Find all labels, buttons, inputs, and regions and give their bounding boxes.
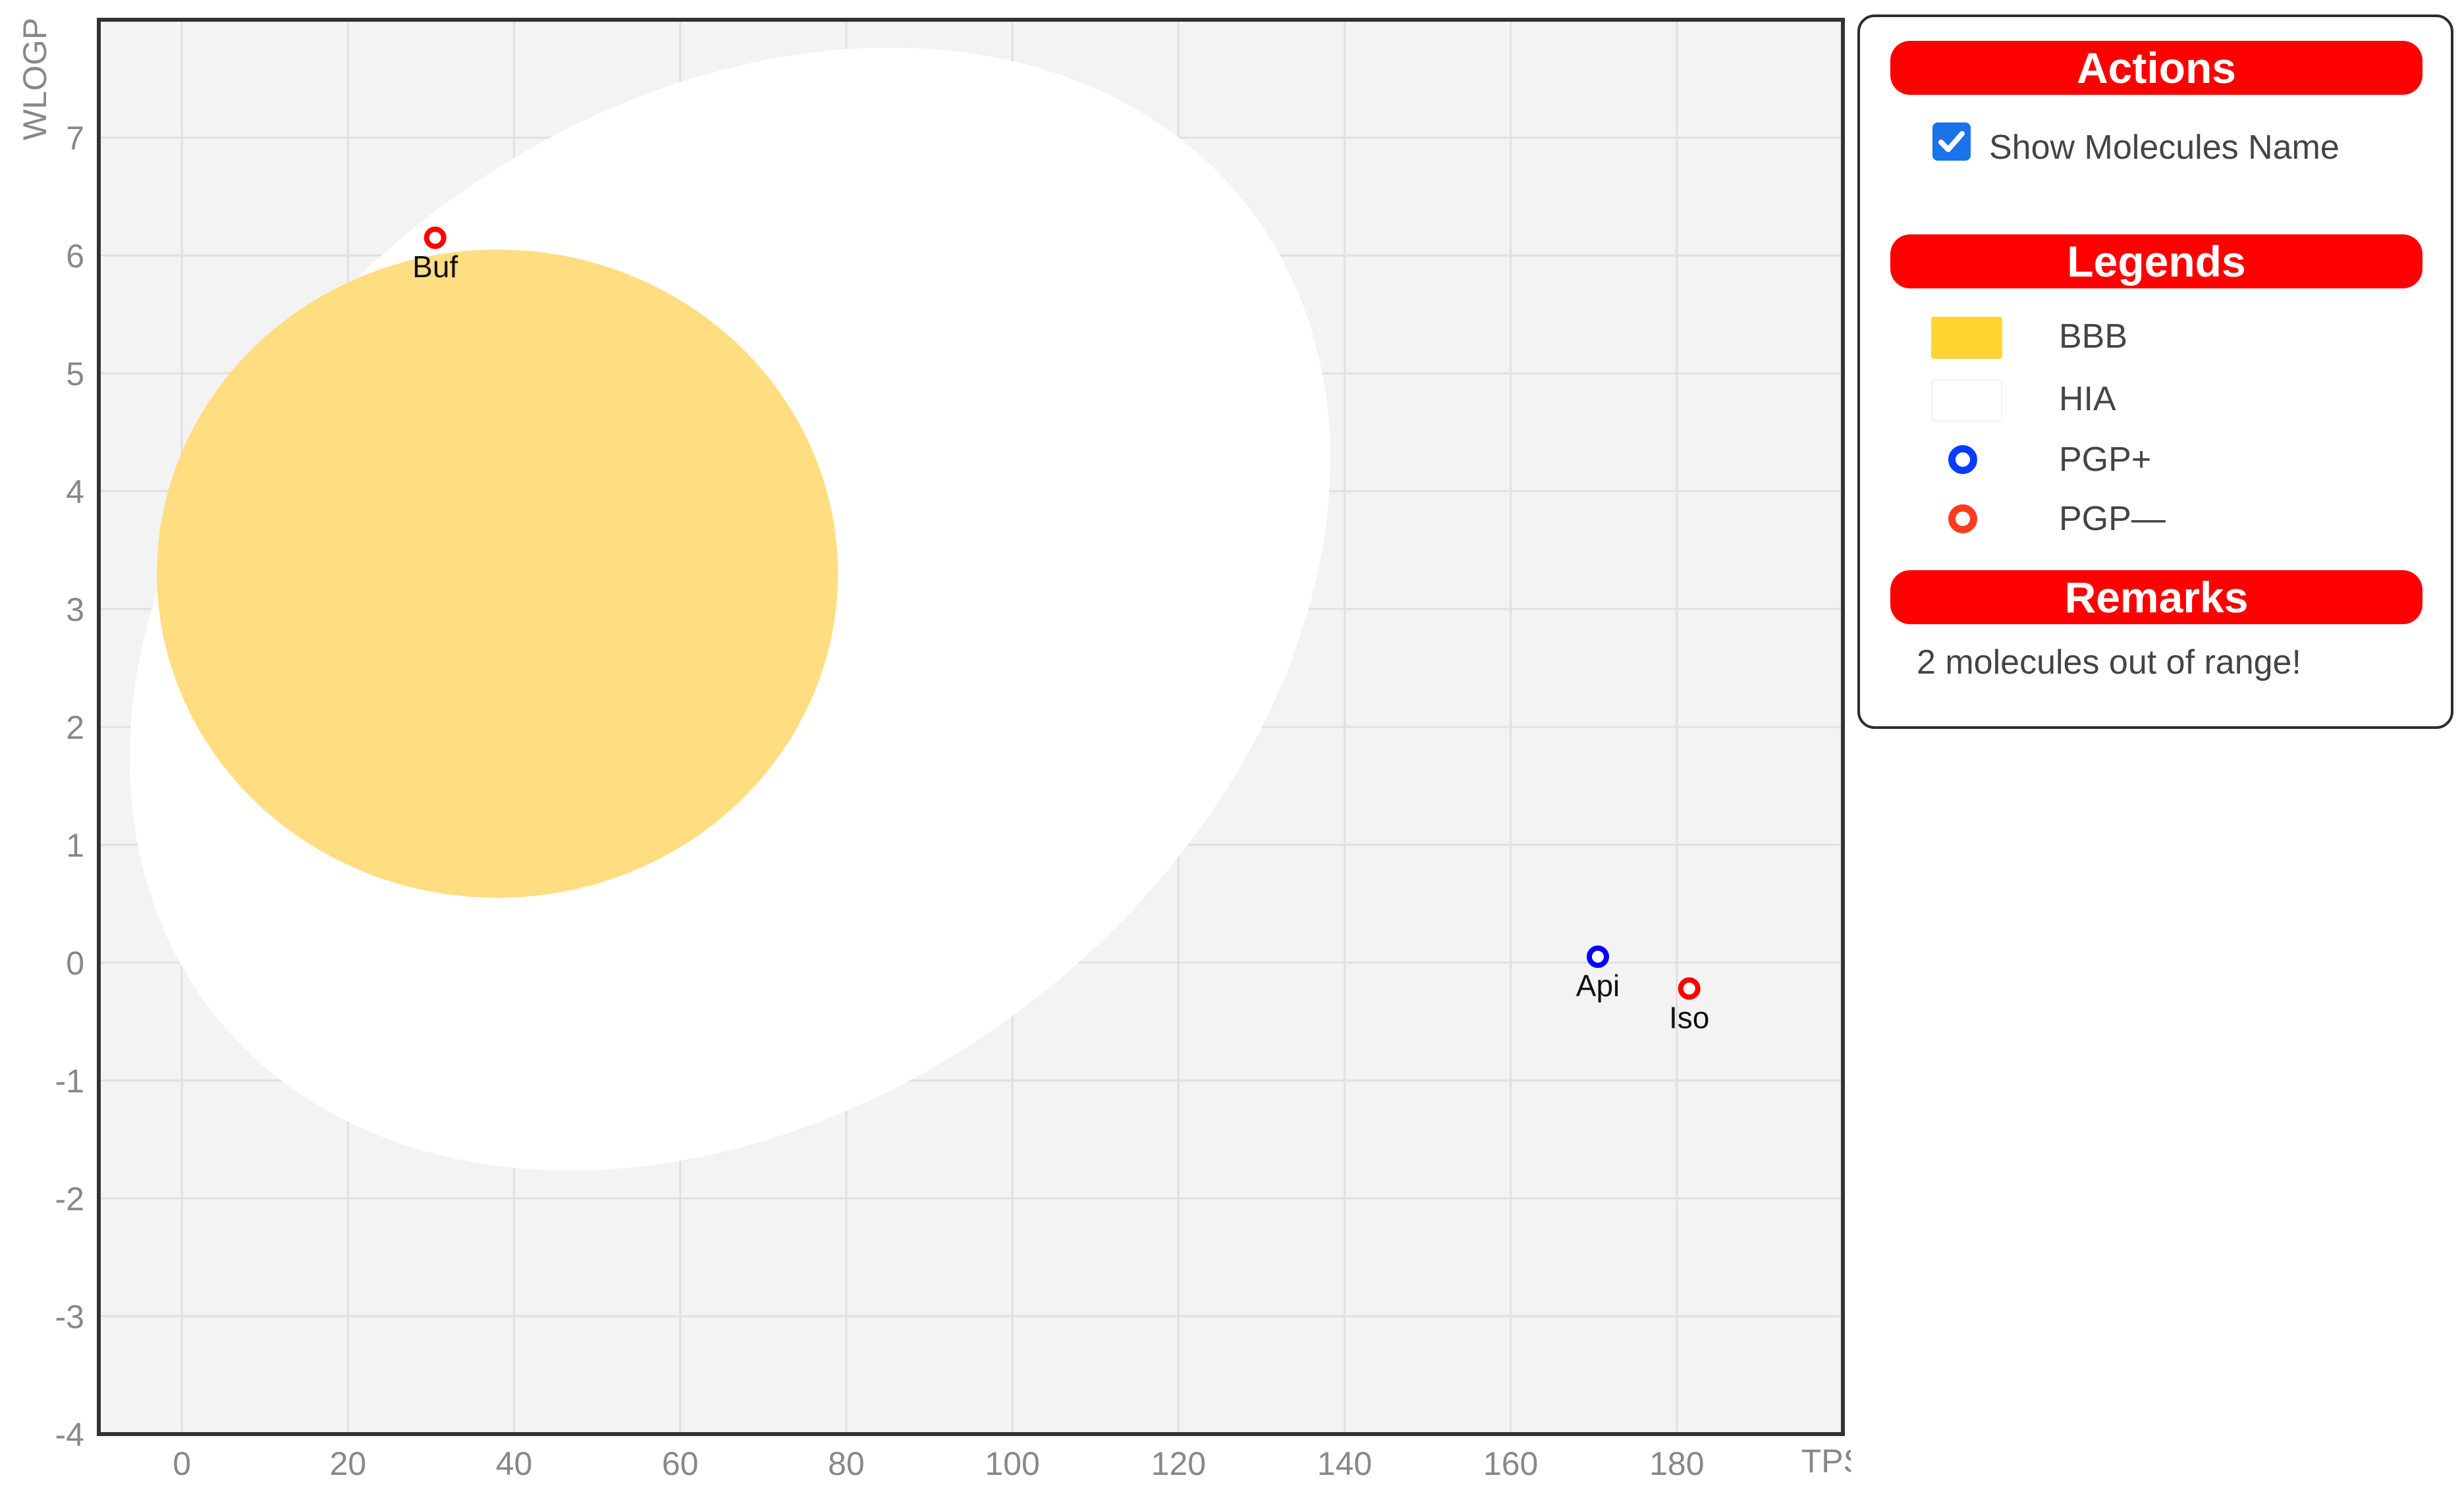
show-names-checkbox[interactable] (1932, 122, 1971, 161)
x-axis-label: TPSA (1801, 1443, 1851, 1480)
checkmark-icon (1938, 131, 1965, 152)
legend-label-bbb: BBB (2059, 317, 2128, 356)
y-tick-label: -1 (55, 1063, 84, 1100)
y-tick-label: 7 (66, 120, 84, 157)
x-tick-label: 180 (1649, 1445, 1704, 1482)
x-tick-label: 120 (1151, 1445, 1206, 1482)
legend-swatch-hia (1931, 379, 2002, 421)
point-iso[interactable] (1678, 977, 1701, 1000)
actions-header: Actions (1890, 41, 2423, 95)
x-tick-label: 60 (662, 1445, 699, 1482)
x-tick-label: 20 (329, 1445, 366, 1482)
point-label-iso: Iso (1669, 1000, 1709, 1034)
y-tick-label: 4 (66, 473, 84, 510)
data-points: Buf Api Iso (412, 227, 1709, 1034)
remarks-text: 2 molecules out of range! (1917, 643, 2301, 681)
y-tick-label: 3 (66, 591, 84, 628)
x-tick-label: 100 (985, 1445, 1039, 1482)
x-tick-labels: 0 20 40 60 80 100 120 140 160 180 (173, 1445, 1704, 1482)
y-tick-label: 5 (66, 356, 84, 392)
legends-header: Legends (1890, 234, 2423, 288)
y-tick-label: -3 (55, 1298, 84, 1335)
y-tick-label: 1 (66, 827, 84, 864)
show-names-label[interactable]: Show Molecules Name (1989, 128, 2340, 167)
y-tick-label: 2 (66, 709, 84, 746)
side-panel: Actions Show Molecules Name Legends BBB … (1857, 14, 2453, 729)
legend-label-hia: HIA (2059, 380, 2116, 418)
y-tick-label: 0 (66, 945, 84, 982)
x-tick-label: 40 (496, 1445, 533, 1482)
y-tick-labels: -4 -3 -2 -1 0 1 2 3 4 5 6 7 (55, 120, 84, 1453)
x-tick-label: 80 (828, 1445, 865, 1482)
pgp-plus-icon (1948, 445, 1977, 474)
plot-frame (97, 18, 1845, 1436)
y-tick-label: -4 (55, 1416, 84, 1453)
point-api[interactable] (1587, 946, 1610, 969)
x-tick-label: 160 (1483, 1445, 1538, 1482)
point-buf[interactable] (424, 227, 447, 250)
regions (130, 47, 1330, 1171)
x-tick-label: 140 (1317, 1445, 1372, 1482)
legend-label-pgp-minus: PGP— (2059, 500, 2166, 538)
legend-swatch-bbb (1931, 317, 2002, 359)
y-tick-label: -2 (55, 1181, 84, 1217)
boiled-egg-plot: 0 20 40 60 80 100 120 140 160 180 -4 -3 -2 -1 0 1 2 3 4 5 6… (16, 18, 1851, 1482)
y-tick-label: 6 (66, 238, 84, 275)
y-axis-label: WLOGP (16, 18, 53, 140)
pgp-minus-icon (1948, 504, 1977, 533)
legend-label-pgp-plus: PGP+ (2059, 440, 2152, 479)
remarks-header: Remarks (1890, 570, 2423, 624)
point-label-buf: Buf (412, 250, 458, 284)
x-tick-label: 0 (173, 1445, 191, 1482)
point-label-api: Api (1576, 969, 1620, 1003)
region-bbb (157, 250, 838, 898)
